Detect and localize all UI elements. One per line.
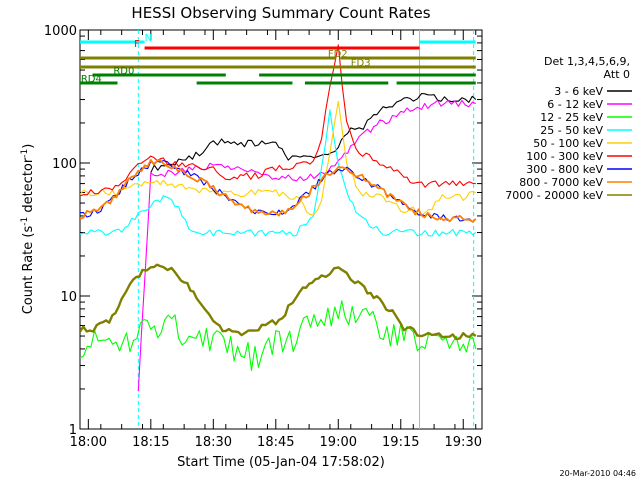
legend-entry-label: 25 - 50 keV — [540, 124, 603, 137]
chart-title: HESSI Observing Summary Count Rates — [131, 4, 430, 22]
y-label-main: Count Rate (s — [21, 226, 36, 315]
legend-entry-label: 6 - 12 keV — [547, 98, 603, 111]
series-line-800-7000-kev — [80, 158, 477, 223]
flag-label-n: N — [145, 33, 152, 44]
series-line-12-25-kev — [80, 300, 477, 372]
svg-text:Count Rate (s-1 detector-1): Count Rate (s-1 detector-1) — [20, 144, 36, 315]
legend-entry-label: 100 - 300 keV — [526, 150, 603, 163]
y-axis-label: Count Rate (s-1 detector-1) — [20, 144, 36, 315]
series-line-100-300-kev — [80, 44, 476, 197]
y-label-end: ) — [21, 144, 36, 149]
legend-entry-label: 800 - 7000 keV — [519, 176, 603, 189]
legend-entry-label: 12 - 25 keV — [540, 111, 603, 124]
x-tick-label: 19:00 — [320, 435, 357, 450]
legend-entry-label: 50 - 100 keV — [533, 137, 603, 150]
x-tick-label: 19:15 — [382, 435, 419, 450]
y-tick-label: 1000 — [44, 24, 77, 39]
flag-label-rd0: RD0 — [113, 66, 134, 77]
x-tick-label: 18:30 — [195, 435, 232, 450]
y-label-sup1: -1 — [20, 217, 30, 226]
plot-area — [80, 30, 477, 429]
series-line-25-50-kev — [80, 109, 477, 237]
y-tick-label: 1 — [69, 423, 77, 438]
x-axis-label: Start Time (05-Jan-04 17:58:02) — [177, 455, 385, 470]
series-line-7000-20000-kev — [80, 263, 477, 341]
y-label-sup2: -1 — [20, 149, 30, 158]
y-tick-label: 100 — [52, 157, 77, 172]
y-label-mid: detector — [21, 157, 36, 217]
series-line-50-100-kev — [80, 100, 476, 217]
timestamp-stamp: 20-Mar-2010 04:46 — [560, 469, 637, 478]
legend-entry-label: 3 - 6 keV — [554, 85, 603, 98]
plot-frame — [79, 29, 483, 430]
flag-label-f: F — [134, 39, 140, 50]
legend-entry-label: 7000 - 20000 keV — [505, 189, 603, 202]
legend-header-line: Det 1,3,4,5,6,9, — [544, 55, 630, 68]
flag-label-fd2: FD2 — [328, 49, 348, 60]
x-tick-label: 18:45 — [257, 435, 294, 450]
x-tick-label: 18:00 — [70, 435, 107, 450]
flag-label-rd4: RD4 — [81, 74, 102, 85]
y-tick-label: 10 — [60, 290, 77, 305]
x-tick-label: 19:30 — [445, 435, 482, 450]
series-line-3-6-kev — [150, 92, 477, 173]
legend-entry-label: 300 - 800 keV — [526, 163, 603, 176]
legend-header-line: Att 0 — [604, 68, 630, 81]
flag-label-fd3: FD3 — [351, 58, 371, 69]
series-line-6-12-kev — [137, 99, 476, 392]
x-tick-label: 18:15 — [132, 435, 169, 450]
